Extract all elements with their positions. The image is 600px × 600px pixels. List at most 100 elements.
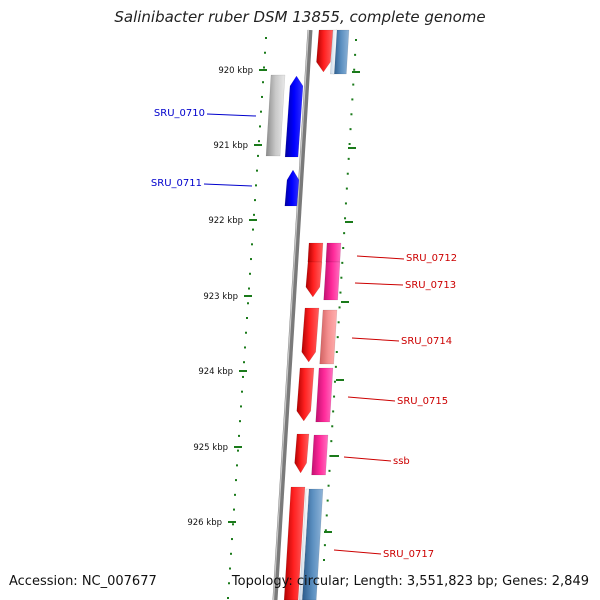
scale-dot — [336, 336, 339, 339]
scale-dot — [355, 39, 357, 41]
scale-dot — [263, 66, 265, 69]
scale-dot — [259, 125, 261, 128]
scale-dot — [240, 405, 242, 408]
scale-dot — [335, 351, 338, 353]
scale-label: 922 kbp — [208, 216, 243, 226]
scale-dot — [339, 291, 342, 294]
scale-dot — [323, 559, 325, 561]
scale-dot — [237, 449, 239, 452]
scale-dot — [251, 243, 253, 246]
scale-dot — [227, 597, 229, 599]
scale-dot — [257, 154, 259, 157]
gene-red-sru0717 — [283, 486, 306, 600]
gene-pale-sru0717 — [298, 488, 310, 600]
scale-dot — [347, 157, 350, 160]
scale-dot — [344, 217, 347, 220]
scale-label: 926 kbp — [187, 518, 222, 528]
scale-dot — [334, 365, 337, 368]
accession-text: Accession: NC_007677 — [9, 574, 157, 589]
scale-dot — [255, 184, 257, 187]
scale-dot — [245, 331, 247, 334]
scale-dot — [264, 51, 266, 54]
scale-dot — [343, 232, 346, 235]
scale-dot — [241, 390, 243, 393]
gene-pale-top — [330, 29, 338, 75]
scale-dot — [228, 582, 230, 585]
scale-dot — [338, 306, 341, 309]
scale-dot — [253, 213, 255, 216]
gene-leader-line — [347, 396, 396, 402]
gene-label-sru_0711: SRU_0711 — [151, 178, 202, 189]
map-title: Salinibacter ruber DSM 13855, complete g… — [114, 8, 486, 26]
scale-dot — [258, 140, 260, 143]
scale-ticks: 920 kbp 921 kbp 922 kbp 923 kbp 924 kbp 925 k… — [187, 37, 360, 599]
gene-leader-line — [351, 337, 400, 342]
gene-magenta-sru0713 — [323, 261, 341, 301]
scale-dot — [247, 302, 249, 305]
gene-red-sru0712 — [307, 242, 324, 263]
scale-dot — [337, 321, 340, 324]
scale-dot — [353, 68, 356, 71]
scale-dot — [352, 83, 355, 86]
scale-label: 921 kbp — [213, 141, 248, 151]
scale-dot — [232, 523, 234, 526]
scale-dot — [331, 425, 334, 428]
scale-dot — [234, 493, 236, 496]
scale-dot — [350, 113, 353, 116]
scale-dot — [324, 529, 327, 532]
gene-leader-line — [343, 456, 392, 462]
scale-dot — [351, 98, 354, 101]
gene-magenta-ssb — [311, 434, 329, 476]
genome-summary-text: Topology: circular; Length: 3,551,823 bp… — [231, 574, 589, 589]
scale-dot — [346, 172, 349, 175]
gene-blue-sru0710 — [284, 75, 304, 158]
scale-dot — [327, 484, 330, 487]
gene-labels: SRU_0710 SRU_0711 SRU_0712 SRU_0713 SRU_0714… — [151, 108, 457, 560]
scale-dot — [233, 508, 235, 511]
scale-dot — [248, 287, 250, 290]
scale-dot — [242, 375, 244, 378]
gene-leader-line — [206, 113, 257, 117]
scale-dot — [229, 567, 231, 570]
gene-red-top — [316, 29, 334, 73]
scale-label: 924 kbp — [198, 367, 233, 377]
scale-dot — [239, 420, 241, 423]
scale-dot — [342, 247, 345, 249]
gene-label-ssb: ssb — [393, 456, 410, 467]
scale-dot — [348, 143, 351, 145]
scale-dot — [328, 469, 331, 472]
scale-dot — [333, 380, 336, 383]
scale-label: 925 kbp — [193, 443, 228, 453]
scale-dot — [246, 317, 248, 319]
scale-dot — [345, 187, 348, 190]
scale-dot — [326, 499, 329, 502]
gene-blue-sru0711 — [284, 169, 300, 207]
scale-dot — [254, 199, 256, 202]
genome-backbone — [272, 29, 313, 600]
gene-gray-0710 — [265, 74, 286, 157]
scale-dot — [265, 37, 267, 39]
gene-leader-line — [354, 282, 404, 286]
scale-dot — [256, 169, 258, 172]
gene-red-ssb — [294, 433, 310, 474]
scale-dot — [243, 361, 245, 364]
scale-dot — [329, 455, 332, 457]
gene-label-sru_0717: SRU_0717 — [383, 549, 434, 560]
scale-dot — [325, 514, 328, 517]
gene-leader-line — [203, 183, 253, 187]
scale-dot — [341, 261, 344, 264]
gene-pink-sru0714 — [319, 309, 338, 365]
scale-dot — [238, 434, 240, 437]
scale-dot — [330, 440, 333, 443]
scale-dot — [323, 544, 326, 547]
gene-features — [265, 29, 350, 600]
scale-dot — [252, 228, 254, 231]
gene-red-sru0715 — [296, 367, 315, 422]
scale-dot — [340, 276, 343, 279]
scale-label: 923 kbp — [203, 292, 238, 302]
scale-dot — [332, 410, 335, 413]
gene-magenta-sru0715 — [315, 367, 334, 423]
scale-dot — [249, 272, 251, 275]
gene-leader-line — [333, 549, 382, 555]
